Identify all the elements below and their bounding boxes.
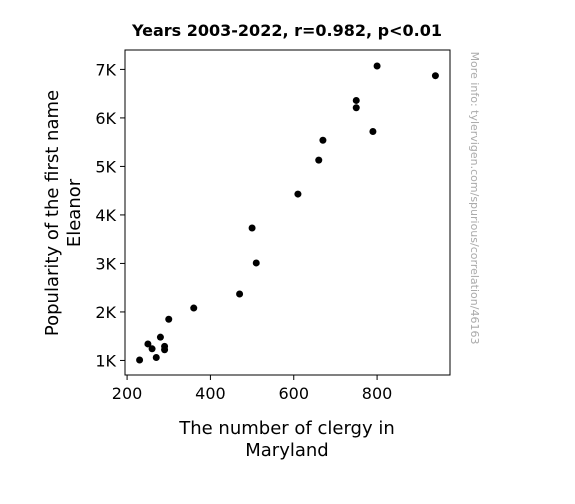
y-tick-label: 7K <box>95 60 116 79</box>
data-point <box>165 315 173 323</box>
data-point <box>248 224 256 232</box>
data-point <box>236 290 244 298</box>
y-axis-label-line-1: Popularity of the first name <box>42 90 63 336</box>
x-axis-label-line-1: The number of clergy in <box>178 418 395 439</box>
x-tick-label: 200 <box>112 384 143 403</box>
watermark-text: More info: tylervigen.com/spurious/corre… <box>468 52 481 345</box>
y-tick-label: 5K <box>95 157 116 176</box>
chart-title: Years 2003-2022, r=0.982, p<0.01 <box>131 21 442 40</box>
x-axis-label-line-2: Maryland <box>245 440 328 461</box>
x-axis-ticks: 200 400 600 800 <box>112 375 393 403</box>
data-point <box>352 96 360 104</box>
data-point <box>161 342 169 350</box>
data-point <box>252 259 260 267</box>
x-tick-label: 600 <box>278 384 309 403</box>
y-axis-ticks: 1K 2K 3K 4K 5K 6K 7K <box>95 60 125 370</box>
x-tick-label: 400 <box>195 384 226 403</box>
data-point <box>352 104 360 112</box>
data-point <box>431 72 439 80</box>
data-point <box>315 156 323 164</box>
data-points <box>136 62 439 364</box>
data-point <box>369 127 377 135</box>
data-point <box>136 356 144 364</box>
y-tick-label: 3K <box>95 254 116 273</box>
y-tick-label: 6K <box>95 109 116 128</box>
y-tick-label: 2K <box>95 303 116 322</box>
data-point <box>144 340 152 348</box>
data-point <box>373 62 381 70</box>
data-point <box>152 354 160 362</box>
y-tick-label: 1K <box>95 351 116 370</box>
data-point <box>190 304 198 312</box>
x-tick-label: 800 <box>362 384 393 403</box>
y-axis-label-line-2: Eleanor <box>64 178 85 247</box>
data-point <box>319 136 327 144</box>
plot-frame <box>124 49 451 376</box>
data-point <box>148 345 156 353</box>
data-point <box>156 333 164 341</box>
y-tick-label: 4K <box>95 206 116 225</box>
data-point <box>294 190 302 198</box>
